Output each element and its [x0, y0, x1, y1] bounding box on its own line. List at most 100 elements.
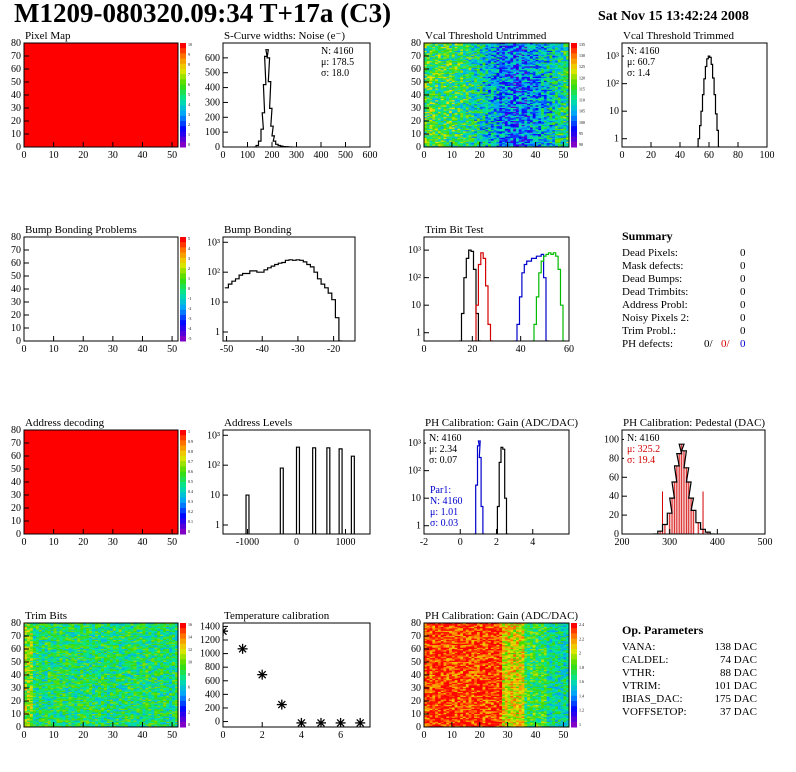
palette-label: 0.3 [188, 499, 193, 504]
heatmap-cell [474, 80, 478, 83]
heatmap-cell [532, 44, 536, 46]
heatmap-cell [504, 59, 508, 62]
heatmap-cell [474, 59, 478, 62]
heatmap-cell [488, 76, 492, 79]
heatmap-cell [449, 88, 453, 91]
heatmap-cell [424, 92, 428, 94]
heatmap-cell [502, 137, 506, 140]
heatmap-cell [471, 79, 475, 81]
heatmap-cell [468, 127, 472, 130]
heatmap-cell [429, 78, 433, 80]
heatmap-cell [529, 140, 534, 143]
heatmap-cell [521, 96, 525, 98]
heatmap-cell [454, 104, 458, 106]
heatmap-cell [507, 87, 511, 89]
heatmap-cell [426, 115, 430, 118]
heatmap-cell [449, 54, 453, 57]
heatmap-cell [471, 61, 475, 63]
heatmap-cell [532, 66, 536, 68]
heatmap-cell [529, 71, 534, 74]
palette-cell [180, 309, 186, 316]
heatmap-cell [504, 140, 508, 143]
heatmap-cell [429, 66, 433, 68]
heatmap-cell [504, 119, 508, 122]
heatmap-cell [507, 56, 511, 58]
heatmap-cell [516, 75, 520, 78]
heatmap-cell [532, 80, 536, 83]
heatmap-cell [502, 100, 506, 102]
heatmap-cell [521, 91, 525, 93]
heatmap-cell [524, 136, 528, 139]
heatmap-cell [502, 49, 506, 52]
heatmap-cell [502, 115, 506, 118]
heatmap-cell [468, 104, 472, 106]
heatmap-cell [424, 124, 428, 127]
heatmap-cell [518, 52, 522, 54]
heatmap-cell [440, 113, 444, 115]
heatmap-cell [513, 48, 517, 50]
heatmap-cell [538, 79, 542, 81]
heatmap-cell [521, 62, 525, 65]
palette-cell [180, 508, 186, 514]
heatmap-cell [488, 93, 492, 96]
heatmap-cell [502, 141, 506, 144]
heatmap-cell [424, 75, 428, 78]
heatmap-cell [535, 88, 539, 91]
heatmap-cell [457, 97, 461, 100]
heatmap-cell [518, 72, 522, 75]
x-tick-label: 40 [531, 150, 541, 161]
heatmap-cell [535, 122, 539, 124]
heatmap-cell [474, 58, 478, 61]
heatmap-cell [521, 111, 525, 114]
heatmap-cell [426, 104, 430, 106]
heatmap-cell [493, 127, 497, 130]
heatmap-cell [446, 123, 450, 126]
heatmap-cell [518, 96, 522, 98]
heatmap-cell [471, 106, 475, 109]
heatmap-cell [513, 130, 517, 132]
heatmap-cell [535, 121, 539, 123]
heatmap-cell [538, 85, 542, 88]
heatmap-cell [493, 70, 497, 72]
heatmap-cell [451, 79, 455, 81]
heatmap-cell [465, 132, 469, 135]
heatmap-cell [443, 106, 447, 109]
heatmap-cell [435, 79, 439, 81]
heatmap-cell [440, 58, 444, 61]
x-tick-label: 600 [363, 150, 378, 161]
heatmap-cell [479, 131, 483, 133]
heatmap-cell [443, 80, 447, 83]
heatmap-cell [432, 58, 436, 61]
x-tick-label: -50 [220, 344, 233, 355]
heatmap-cell [435, 54, 439, 57]
heatmap-cell [527, 84, 531, 87]
heatmap-cell [535, 80, 539, 83]
heatmap-cell [504, 61, 508, 63]
heatmap-cell [446, 98, 450, 101]
heatmap-cell [493, 84, 497, 87]
heatmap-cell [518, 76, 522, 79]
heatmap-cell [535, 132, 539, 135]
heatmap-cell [460, 56, 464, 58]
heatmap-cell [532, 118, 536, 120]
heatmap-cell [535, 57, 539, 59]
heatmap-cell [521, 80, 525, 83]
heatmap-cell [457, 127, 461, 130]
heatmap-cell [424, 95, 428, 97]
heatmap-cell [479, 127, 483, 130]
heatmap-cell [502, 130, 506, 132]
heatmap-cell [471, 70, 475, 72]
y-tick-label: 10³ [606, 51, 619, 62]
heatmap-cell [446, 43, 450, 45]
heatmap-cell [538, 98, 542, 101]
heatmap-cell [468, 72, 472, 75]
chart-series [224, 259, 343, 341]
heatmap-cell [465, 92, 469, 94]
heatmap-cell [507, 135, 511, 137]
heatmap-cell [429, 71, 433, 74]
heatmap-cell [502, 97, 506, 100]
heatmap-cell [429, 48, 433, 50]
heatmap-cell [529, 127, 534, 130]
